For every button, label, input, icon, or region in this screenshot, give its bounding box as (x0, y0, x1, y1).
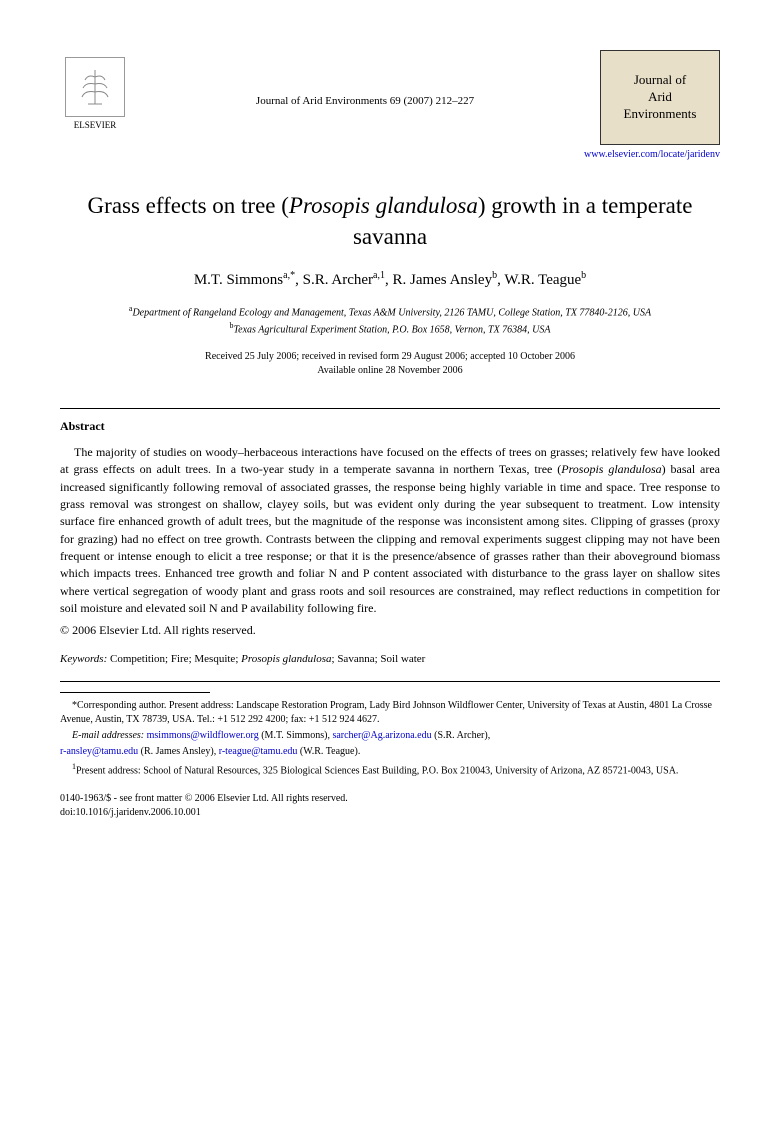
section-divider (60, 408, 720, 409)
article-title: Grass effects on tree (Prosopis glandulo… (60, 190, 720, 252)
affiliations: aDepartment of Rangeland Ecology and Man… (60, 303, 720, 338)
author-sup: b (581, 270, 586, 281)
keyword: Prosopis glandulosa (241, 653, 331, 665)
affil-text: Texas Agricultural Experiment Station, P… (233, 325, 550, 336)
keyword: Fire (171, 653, 189, 665)
publisher-name: ELSEVIER (74, 120, 117, 130)
footer-doi: doi:10.1016/j.jaridenv.2006.10.001 (60, 807, 201, 818)
author: S.R. Archer (303, 272, 373, 288)
email-name: (S.R. Archer) (434, 730, 488, 741)
abstract-heading: Abstract (60, 419, 720, 434)
authors-line: M.T. Simmonsa,*, S.R. Archera,1, R. Jame… (60, 270, 720, 289)
journal-url[interactable]: www.elsevier.com/locate/jaridenv (60, 149, 720, 160)
journal-title-box: Journal of Arid Environments (600, 50, 720, 145)
title-species: Prosopis glandulosa (289, 193, 478, 218)
email-link[interactable]: sarcher@Ag.arizona.edu (332, 730, 431, 741)
abstract-species: Prosopis glandulosa (561, 462, 661, 476)
section-divider (60, 681, 720, 682)
footnotes: *Corresponding author. Present address: … (60, 699, 720, 778)
email-link[interactable]: r-ansley@tamu.edu (60, 746, 138, 757)
author-sup: b (492, 270, 497, 281)
abstract-body: The majority of studies on woody–herbace… (60, 444, 720, 618)
email-addresses: E-mail addresses: msimmons@wildflower.or… (60, 729, 720, 743)
email-name: (R. James Ansley) (141, 746, 214, 757)
history-line: Received 25 July 2006; received in revis… (205, 351, 575, 362)
header-row: ELSEVIER Journal of Arid Environments 69… (60, 50, 720, 145)
corresponding-author: *Corresponding author. Present address: … (60, 699, 720, 727)
email-name: (M.T. Simmons) (261, 730, 327, 741)
email-link[interactable]: msimmons@wildflower.org (147, 730, 259, 741)
keywords-label: Keywords: (60, 653, 107, 665)
email-addresses-cont: r-ansley@tamu.edu (R. James Ansley), r-t… (60, 745, 720, 759)
footnote-divider (60, 692, 210, 693)
abstract-copyright: © 2006 Elsevier Ltd. All rights reserved… (60, 622, 720, 639)
title-pre: Grass effects on tree ( (88, 193, 289, 218)
publisher-logo: ELSEVIER (60, 50, 130, 130)
email-name: (W.R. Teague) (300, 746, 358, 757)
journal-box-line: Environments (624, 106, 697, 123)
affil-text: Department of Rangeland Ecology and Mana… (132, 307, 651, 318)
keyword: Competition (110, 653, 165, 665)
keyword: Soil water (380, 653, 425, 665)
keyword: Mesquite (194, 653, 235, 665)
author: R. James Ansley (392, 272, 492, 288)
author-sup: a,* (283, 270, 295, 281)
journal-box-line: Arid (648, 89, 672, 106)
author: W.R. Teague (504, 272, 581, 288)
abstract-post: ) basal area increased significantly fol… (60, 462, 720, 615)
email-link[interactable]: r-teague@tamu.edu (219, 746, 298, 757)
keywords-line: Keywords: Competition; Fire; Mesquite; P… (60, 653, 720, 665)
footer-copyright: 0140-1963/$ - see front matter © 2006 El… (60, 793, 348, 804)
email-label: E-mail addresses: (72, 730, 144, 741)
journal-reference: Journal of Arid Environments 69 (2007) 2… (130, 50, 600, 107)
author-sup: a,1 (373, 270, 385, 281)
keyword: Savanna (337, 653, 374, 665)
history-line: Available online 28 November 2006 (317, 365, 462, 376)
footer: 0140-1963/$ - see front matter © 2006 El… (60, 792, 720, 820)
present-address: 1Present address: School of Natural Reso… (60, 761, 720, 778)
elsevier-tree-icon (65, 57, 125, 117)
journal-box-line: Journal of (634, 72, 686, 89)
article-history: Received 25 July 2006; received in revis… (60, 350, 720, 378)
author: M.T. Simmons (194, 272, 283, 288)
present-text: Present address: School of Natural Resou… (76, 765, 678, 776)
